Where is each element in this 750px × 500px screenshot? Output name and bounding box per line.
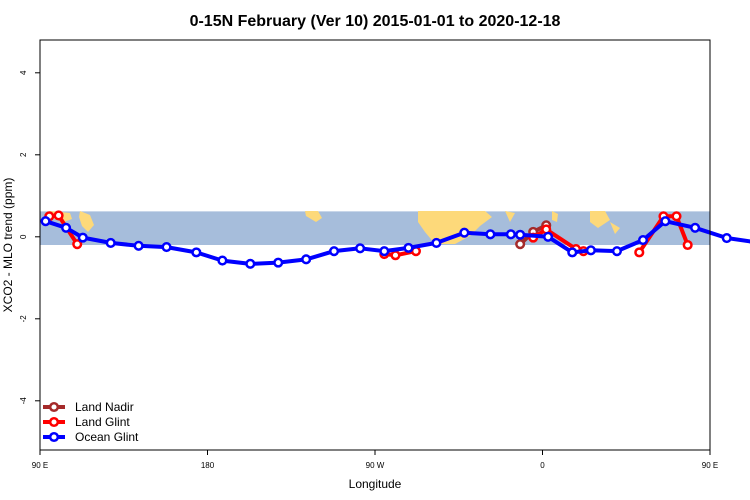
data-point-ocean-glint [301,254,312,265]
data-point-ocean-glint [611,246,622,257]
data-point-ocean-glint [40,216,51,227]
data-point-ocean-glint [161,242,172,253]
data-point-ocean-glint [459,227,470,238]
data-point-land-glint [634,247,645,258]
y-tick-label: 4 [19,70,28,75]
data-point-ocean-glint [543,231,554,242]
data-point-ocean-glint [329,246,340,257]
data-point-ocean-glint [637,235,649,246]
data-point-ocean-glint [61,222,72,233]
data-point-land-glint [671,211,682,222]
data-point-land-glint [72,239,83,250]
data-point-land-glint [682,239,693,251]
data-point-ocean-glint [515,229,526,240]
legend-marker-land-glint [48,416,60,428]
legend-label-ocean-glint: Ocean Glint [75,430,139,444]
map-land-4 [505,211,515,222]
data-point-ocean-glint [77,232,88,243]
data-point-ocean-glint [567,247,578,258]
map-ocean-band [40,211,710,245]
data-point-ocean-glint [379,246,390,257]
map-land-2 [305,211,322,222]
map-land-5 [552,211,558,222]
map-land-3 [418,211,492,244]
series-line-ocean-glint [44,219,750,266]
data-point-land-glint [53,210,64,221]
x-tick-label: 90 E [702,461,718,470]
y-tick-label: -4 [19,397,28,405]
map-land-6 [590,211,610,228]
data-point-land-glint [390,250,401,261]
data-point-ocean-glint [355,243,366,254]
y-tick-label: 2 [19,152,28,157]
data-point-ocean-glint [505,229,516,240]
data-point-ocean-glint [217,255,228,266]
data-point-ocean-glint [660,216,671,227]
map-land-7 [610,222,620,234]
data-point-ocean-glint [273,257,284,268]
x-tick-label: 0 [540,461,545,470]
plot-area [40,210,750,269]
x-tick-label: 90 W [366,461,385,470]
y-tick-label: -2 [19,315,28,323]
legend-marker-land-nadir [48,401,60,413]
data-point-land-nadir [515,239,526,250]
map-land-0 [79,211,94,232]
data-point-ocean-glint [403,242,414,253]
y-axis-label: XCO2 - MLO trend (ppm) [1,178,15,313]
data-point-ocean-glint [133,240,144,251]
y-tick-label: 0 [19,234,28,239]
legend-marker-ocean-glint [48,431,60,443]
data-point-ocean-glint [431,237,442,248]
x-tick-label: 180 [201,461,215,470]
data-point-ocean-glint [485,229,496,240]
data-point-ocean-glint [585,245,596,256]
data-point-ocean-glint [105,237,116,248]
x-tick-label: 90 E [32,461,48,470]
legend-label-land-glint: Land Glint [75,415,130,429]
data-point-ocean-glint [721,232,732,244]
data-point-ocean-glint [245,258,256,269]
legend-label-land-nadir: Land Nadir [75,400,134,414]
data-point-ocean-glint [690,222,701,233]
x-axis-label: Longitude [349,477,402,491]
data-point-ocean-glint [191,247,202,258]
chart-title: 0-15N February (Ver 10) 2015-01-01 to 20… [190,13,561,30]
